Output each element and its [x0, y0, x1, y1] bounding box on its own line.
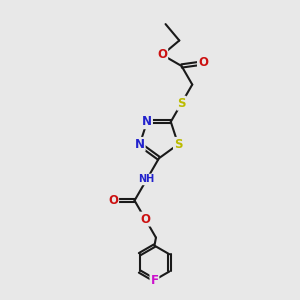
Text: NH: NH	[139, 174, 155, 184]
Text: F: F	[151, 274, 158, 286]
Text: S: S	[177, 97, 186, 110]
Text: N: N	[135, 138, 145, 151]
Text: S: S	[174, 138, 182, 151]
Text: O: O	[198, 56, 208, 70]
Text: O: O	[140, 213, 150, 226]
Text: O: O	[157, 48, 167, 61]
Text: N: N	[142, 115, 152, 128]
Text: O: O	[108, 194, 118, 207]
